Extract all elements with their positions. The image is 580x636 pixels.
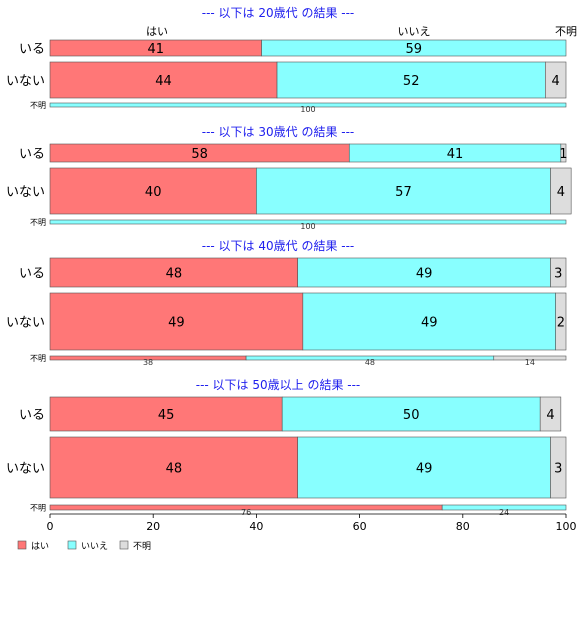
row-label: いない xyxy=(6,74,45,89)
data-label: 48 xyxy=(166,267,183,282)
bar-iie xyxy=(49,102,567,108)
data-label: 38 xyxy=(143,358,153,367)
bar-iie xyxy=(297,436,551,499)
row-label: 不明 xyxy=(30,101,46,110)
data-label: 76 xyxy=(241,508,251,517)
data-label: 48 xyxy=(365,358,375,367)
bar-hai xyxy=(49,61,278,99)
bar-hai xyxy=(49,396,283,432)
data-label: 48 xyxy=(166,462,183,477)
row-label: いる xyxy=(19,147,45,162)
row-label: 不明 xyxy=(30,354,46,363)
bar-iie xyxy=(256,167,551,215)
data-label: 49 xyxy=(416,462,433,477)
data-label: 49 xyxy=(168,316,185,331)
data-label: 100 xyxy=(300,105,315,114)
data-label: 4 xyxy=(546,408,554,423)
data-label: 3 xyxy=(554,462,562,477)
data-label: 4 xyxy=(557,185,565,200)
data-label: 4 xyxy=(552,74,560,89)
legend-swatch-fumei xyxy=(119,540,129,550)
bar-fumei xyxy=(560,143,567,163)
bar-iie xyxy=(261,39,567,57)
legend-swatch-hai xyxy=(17,540,27,550)
bar-hai xyxy=(49,292,304,351)
data-label: 52 xyxy=(403,74,420,89)
data-label: 3 xyxy=(554,267,562,282)
bar-fumei xyxy=(550,167,572,215)
x-tick-label: 100 xyxy=(556,520,577,533)
top-label-iie: いいえ xyxy=(398,25,431,38)
row-label: いる xyxy=(19,267,45,282)
data-label: 50 xyxy=(403,408,420,423)
data-label: 58 xyxy=(191,147,208,162)
bar-iie xyxy=(441,504,567,511)
x-tick-label: 40 xyxy=(249,520,263,533)
row-label: いる xyxy=(19,42,45,57)
data-label: 1 xyxy=(559,147,567,162)
x-tick-label: 20 xyxy=(146,520,160,533)
legend-label-hai: はい xyxy=(31,541,49,552)
bar-fumei xyxy=(550,257,567,288)
row-label: いない xyxy=(6,462,45,477)
data-label: 41 xyxy=(447,147,464,162)
row-label: いる xyxy=(19,408,45,423)
bar-hai xyxy=(49,257,298,288)
bar-fumei xyxy=(539,396,562,432)
data-label: 2 xyxy=(557,316,565,331)
data-label: 41 xyxy=(148,42,165,57)
x-tick-label: 80 xyxy=(456,520,470,533)
row-label: 不明 xyxy=(30,218,46,227)
data-label: 57 xyxy=(395,185,412,200)
x-tick-label: 60 xyxy=(353,520,367,533)
legend-label-iie: いいえ xyxy=(81,541,108,552)
legend-swatch-iie xyxy=(67,540,77,550)
bar-fumei xyxy=(545,61,567,99)
bar-iie xyxy=(302,292,556,351)
data-label: 45 xyxy=(158,408,175,423)
bar-iie xyxy=(281,396,541,432)
row-label: 不明 xyxy=(30,504,46,513)
row-label: いない xyxy=(6,185,45,200)
x-tick-label: 0 xyxy=(47,520,54,533)
data-label: 100 xyxy=(300,222,315,231)
top-label-hai: はい xyxy=(146,25,168,38)
data-label: 49 xyxy=(421,316,438,331)
bar-hai xyxy=(49,436,298,499)
bar-iie xyxy=(49,219,567,225)
panel-title: --- 以下は 40歳代 の結果 --- xyxy=(202,239,355,253)
row-label: いない xyxy=(6,316,45,331)
data-label: 59 xyxy=(406,42,423,57)
data-label: 49 xyxy=(416,267,433,282)
panel-title: --- 以下は 50歳以上 の結果 --- xyxy=(196,378,361,392)
data-label: 44 xyxy=(155,74,172,89)
bar-fumei xyxy=(493,355,567,361)
panel-title: --- 以下は 20歳代 の結果 --- xyxy=(202,6,355,20)
bar-fumei xyxy=(555,292,567,351)
data-label: 14 xyxy=(525,358,535,367)
top-label-fumei: 不明 xyxy=(555,25,577,38)
bar-fumei xyxy=(550,436,567,499)
data-label: 24 xyxy=(499,508,509,517)
data-label: 40 xyxy=(145,185,162,200)
bar-iie xyxy=(297,257,551,288)
panel-title: --- 以下は 30歳代 の結果 --- xyxy=(202,125,355,139)
legend-label-fumei: 不明 xyxy=(133,541,151,552)
